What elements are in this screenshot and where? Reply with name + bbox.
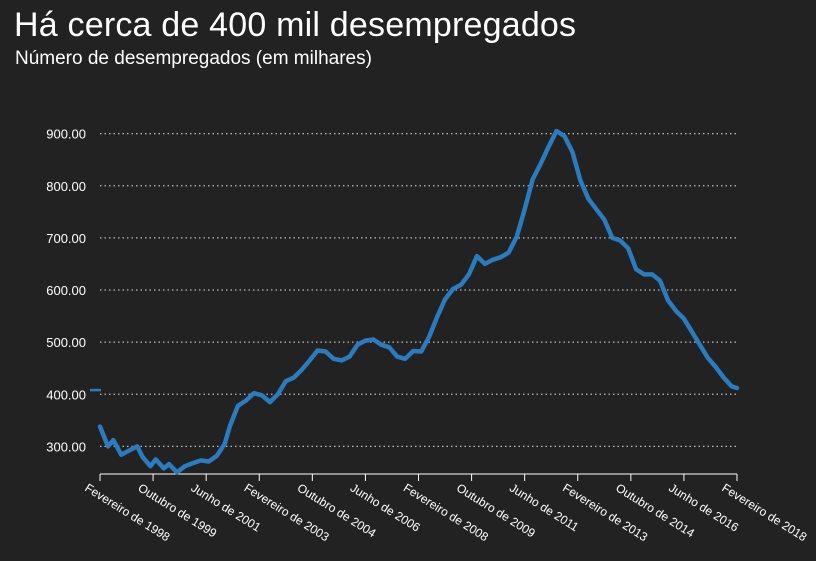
y-tick-label: 400.00: [46, 387, 86, 402]
series-line: [97, 128, 740, 475]
y-tick-label: 300.00: [46, 439, 86, 454]
chart-title: Há cerca de 400 mil desempregados: [14, 6, 577, 44]
y-tick-label: 900.00: [46, 127, 86, 142]
y-tick-label: 800.00: [46, 179, 86, 194]
series-layer: [90, 128, 740, 475]
x-tick-label: Fevereiro de 2018: [719, 481, 809, 545]
chart-subtitle: Número de desempregados (em milhares): [15, 48, 372, 69]
y-tick-label: 700.00: [46, 231, 86, 246]
grid-lines: [100, 133, 737, 447]
y-axis: 300.00 400.00 500.00 600.00 700.00 800.00 900.…: [46, 127, 86, 455]
y-tick-label: 600.00: [46, 283, 86, 298]
y-tick-label: 500.00: [46, 335, 86, 350]
